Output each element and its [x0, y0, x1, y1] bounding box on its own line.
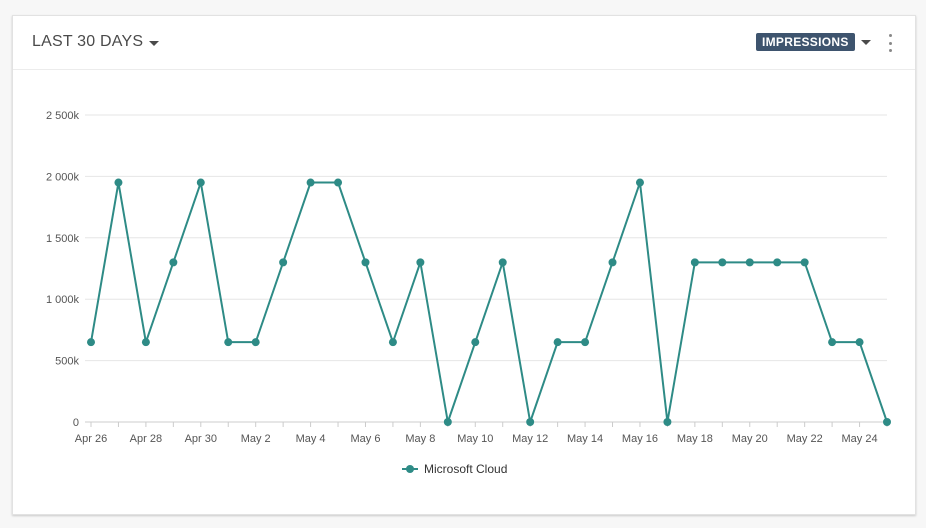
legend-marker	[406, 465, 414, 473]
data-point	[471, 338, 480, 347]
x-tick-label: May 20	[732, 433, 768, 445]
card-header: LAST 30 DAYS IMPRESSIONS	[13, 16, 915, 70]
data-point	[196, 178, 205, 187]
data-point	[608, 258, 617, 267]
data-point	[361, 258, 370, 267]
chevron-down-icon	[149, 40, 160, 46]
y-tick-label: 0	[73, 417, 79, 429]
x-tick-label: May 14	[567, 433, 603, 445]
data-point	[224, 338, 233, 347]
x-tick-label: May 22	[787, 433, 823, 445]
data-point	[526, 418, 535, 426]
x-tick-label: May 16	[622, 433, 658, 445]
date-range-dropdown[interactable]: LAST 30 DAYS	[32, 33, 160, 51]
series-line	[90, 181, 888, 423]
data-point	[306, 178, 315, 187]
x-tick-label: Apr 26	[75, 433, 107, 445]
data-point	[416, 258, 425, 267]
data-point	[279, 258, 288, 267]
data-point	[87, 338, 95, 347]
data-point	[745, 258, 754, 267]
x-tick-label: May 18	[677, 433, 713, 445]
x-tick-label: May 2	[241, 433, 271, 445]
chart-card: LAST 30 DAYS IMPRESSIONS 0 500k 1 000k 1 50…	[12, 15, 916, 515]
line-chart: 0 500k 1 000k 1 500k 2 000k 2 500k Apr 26 Apr 2…	[46, 110, 891, 476]
x-tick-label: Apr 28	[130, 433, 162, 445]
x-tick-label: May 10	[457, 433, 493, 445]
more-options-icon[interactable]	[883, 34, 897, 52]
date-range-label: LAST 30 DAYS	[32, 33, 144, 50]
data-point	[388, 338, 397, 347]
x-tick-label: May 12	[512, 433, 548, 445]
legend-label: Microsoft Cloud	[424, 462, 507, 476]
data-point	[718, 258, 727, 267]
data-point	[443, 418, 452, 426]
data-point	[251, 338, 260, 347]
y-tick-label: 500k	[55, 356, 79, 368]
data-point	[828, 338, 837, 347]
data-point	[855, 338, 864, 347]
y-tick-label: 2 000k	[46, 171, 80, 183]
x-tick-label: May 8	[405, 433, 435, 445]
x-tick-label: May 6	[350, 433, 380, 445]
x-tick-label: May 4	[296, 433, 326, 445]
data-point	[334, 178, 343, 187]
data-point	[498, 258, 507, 267]
data-point	[883, 418, 891, 426]
data-point	[141, 338, 150, 347]
data-point	[169, 258, 178, 267]
y-tick-label: 2 500k	[46, 110, 80, 122]
data-point	[800, 258, 809, 267]
data-point	[553, 338, 562, 347]
y-tick-label: 1 000k	[46, 294, 80, 306]
data-point	[663, 418, 672, 426]
x-tick-label: Apr 30	[185, 433, 217, 445]
metric-badge: IMPRESSIONS	[756, 33, 855, 51]
data-point	[581, 338, 590, 347]
metric-dropdown[interactable]: IMPRESSIONS	[756, 33, 871, 51]
chevron-down-icon	[860, 39, 871, 45]
y-tick-label: 1 500k	[46, 233, 80, 245]
data-point	[114, 178, 123, 187]
x-tick-label: May 24	[842, 433, 878, 445]
data-point	[690, 258, 699, 267]
data-point	[635, 178, 644, 187]
data-point	[773, 258, 782, 267]
